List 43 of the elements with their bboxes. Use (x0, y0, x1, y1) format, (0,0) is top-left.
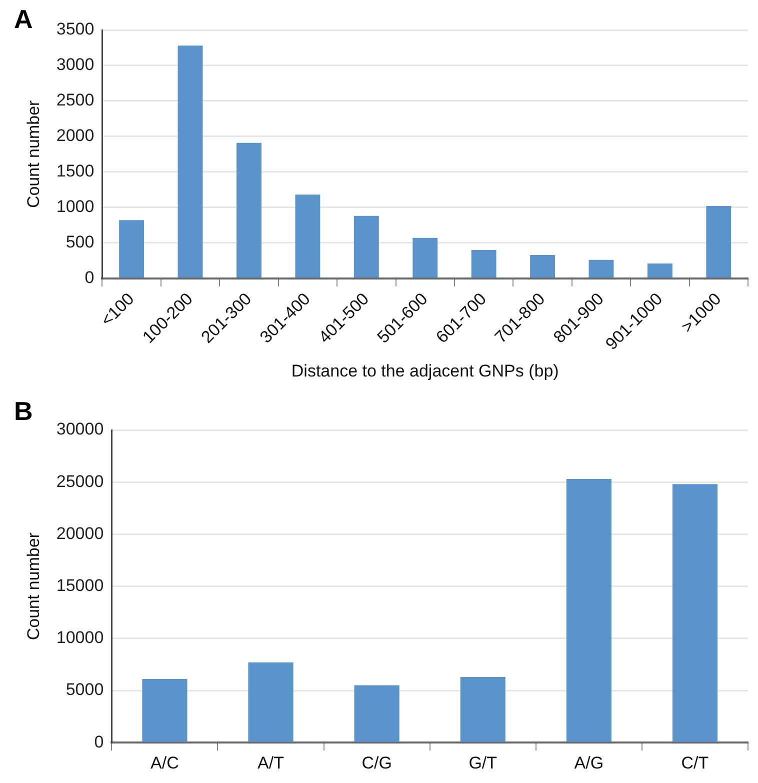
y-tick-label: 30000 (56, 420, 104, 439)
y-tick-label: 20000 (56, 524, 104, 543)
y-tick-label: 0 (94, 732, 104, 752)
y-tick-label: 1000 (56, 197, 94, 216)
bar (706, 206, 732, 278)
bar (295, 194, 320, 278)
y-tick-label: 10000 (56, 628, 104, 648)
y-tick-label: 1500 (56, 162, 94, 181)
y-tick-label: 0 (84, 268, 94, 288)
x-tick-label: C/G (362, 753, 392, 772)
y-tick-label: 500 (66, 232, 94, 252)
bar (354, 685, 400, 742)
x-axis-title: Distance to the adjacent GNPs (bp) (291, 361, 559, 380)
bar (236, 142, 262, 278)
y-tick-label: 3000 (56, 55, 94, 74)
bar (647, 263, 672, 278)
bar (354, 216, 379, 278)
bar (178, 46, 203, 278)
x-tick-label: A/T (258, 753, 284, 772)
text: A (14, 4, 33, 35)
bar (412, 238, 438, 278)
y-tick-label: 5000 (66, 680, 104, 700)
bar (248, 662, 294, 742)
y-tick-label: 3500 (56, 20, 94, 39)
bar (119, 220, 144, 278)
bar (471, 250, 496, 278)
bar (566, 478, 612, 742)
x-tick-label: A/G (574, 753, 604, 772)
y-axis-title: Count number (24, 100, 43, 208)
text: B (14, 396, 33, 427)
bar (672, 484, 718, 742)
y-axis-title: Count number (24, 532, 43, 640)
y-tick-label: 2500 (56, 90, 94, 110)
bar (460, 676, 506, 742)
y-tick-label: 2000 (56, 126, 94, 146)
y-tick-label: 25000 (56, 472, 104, 491)
bar (142, 679, 188, 742)
x-tick-label: C/T (681, 753, 709, 772)
y-tick-label: 15000 (56, 576, 104, 595)
bar (530, 254, 555, 278)
x-tick-label: G/T (468, 753, 498, 772)
bar (588, 260, 614, 278)
x-tick-label: A/C (150, 753, 179, 772)
